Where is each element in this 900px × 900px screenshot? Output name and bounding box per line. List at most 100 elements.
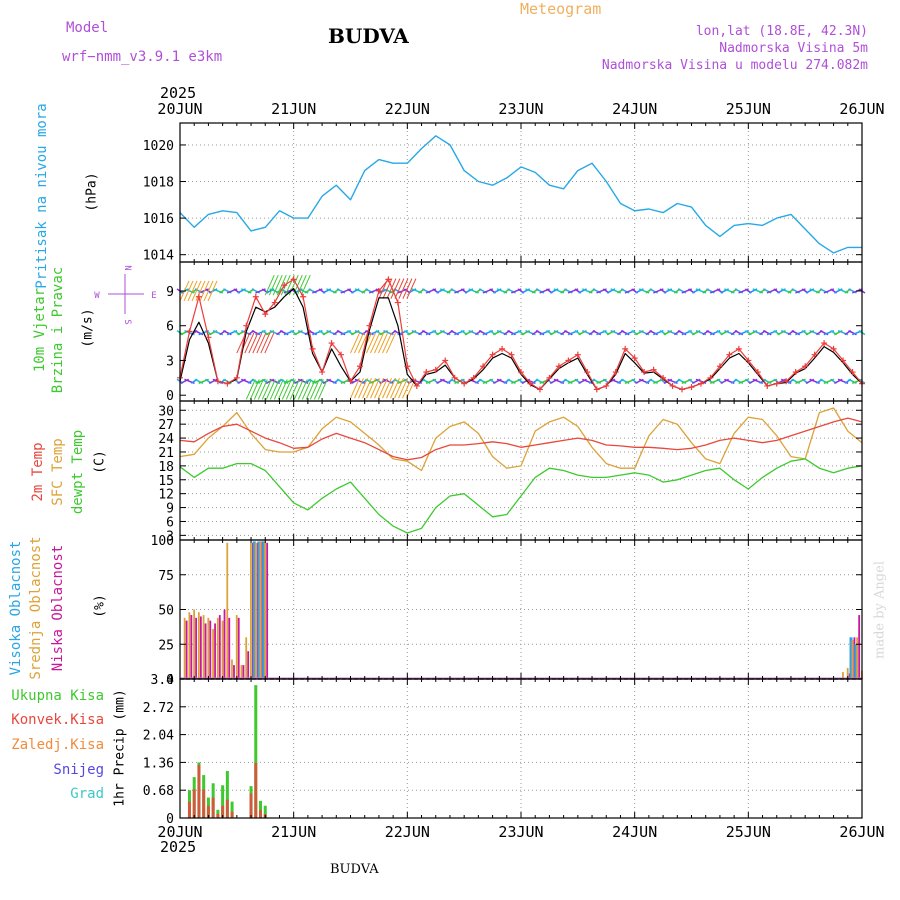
wind-hatch (203, 280, 214, 302)
wind-speed-marker (811, 351, 818, 358)
y-tick-label: 1020 (143, 139, 174, 154)
cloud-bar (842, 672, 844, 679)
wind-hatch (366, 332, 376, 354)
wind-speed-marker (281, 282, 288, 289)
wind-speed-marker (783, 378, 790, 385)
wind-hatch (256, 332, 267, 354)
precip-conv-bar (197, 764, 201, 818)
compass-w: W (94, 291, 100, 301)
y-tick-label: 6 (166, 515, 174, 530)
wind-speed-marker (186, 328, 193, 335)
wind-hatch (253, 379, 264, 400)
day-label-bottom: 22JUN (385, 823, 430, 841)
day-label-top: 22JUN (385, 100, 430, 118)
wind-speed-marker (224, 380, 231, 387)
product-title: Meteogram (520, 0, 602, 18)
precip-conv-bar (211, 797, 215, 818)
wind-hatch (406, 278, 417, 299)
cloud-bar (849, 637, 853, 679)
precip-legend-grad: Grad (70, 786, 104, 802)
wind-speed-marker (792, 369, 799, 376)
wind-speed-marker (660, 374, 667, 381)
wind-hatch (244, 332, 255, 354)
y-tick-label: 0.68 (143, 784, 174, 799)
wind-hatch (195, 280, 206, 302)
wind-hatch (277, 379, 288, 400)
wind-hatch (305, 379, 316, 400)
wind-speed-marker (233, 374, 240, 381)
wind-speed-marker (679, 386, 686, 393)
precip-conv-bar (230, 811, 234, 818)
y-tick-label: 1.36 (143, 756, 174, 771)
wind-hatch (260, 332, 271, 354)
wind-hatch (199, 280, 210, 302)
day-label-bottom: 20JUN (157, 823, 202, 841)
wind-speed-marker (773, 380, 780, 387)
precip-total-bar (254, 685, 258, 818)
cloud-bar (218, 615, 221, 679)
dewpoint-line (179, 458, 863, 534)
y-tick-label: 9 (166, 502, 174, 517)
wind-speed-marker (612, 369, 619, 376)
compass-e: E (151, 291, 156, 301)
cloud-bar (207, 617, 210, 679)
cloud-bar (264, 541, 267, 679)
wind-speed-marker (688, 384, 695, 391)
day-label-bottom: 25JUN (726, 823, 771, 841)
model-label: Model (66, 20, 109, 36)
wind-hatch (284, 274, 295, 296)
precip-total-bar (263, 805, 267, 818)
wind-hatch (293, 379, 304, 400)
wind-speed-marker (394, 299, 401, 306)
wind-hatch (366, 378, 376, 399)
wind-speed-marker (697, 380, 704, 387)
cloud-bar (204, 623, 207, 679)
cloud-bar (193, 609, 196, 679)
wind-hatch (386, 378, 396, 399)
wind-hatch (317, 379, 328, 400)
wind-hatch (350, 332, 360, 354)
cloud-bar (259, 541, 262, 679)
y-tick-label: 9 (166, 285, 174, 300)
cloud-bar (212, 628, 214, 679)
wind-speed-marker (669, 382, 676, 389)
wind-speed-marker (195, 293, 202, 300)
elevation: Nadmorska Visina 5m (719, 41, 868, 56)
wind-speed-marker (356, 363, 363, 370)
wind-speed-marker (745, 357, 752, 364)
wind-speed-marker (650, 366, 657, 373)
wind-speed-marker (754, 369, 761, 376)
model-elevation: Nadmorska Visina u modelu 274.082m (601, 58, 868, 73)
wind-speed-marker (707, 374, 714, 381)
cloud-bar (237, 617, 240, 679)
wind-speed-marker (802, 363, 809, 370)
wind-hatch (261, 379, 272, 400)
cloud-bar (851, 640, 854, 679)
wind-speed-marker (830, 345, 837, 352)
footer-station: BUDVA (330, 862, 379, 877)
day-label-bottom: 24JUN (612, 823, 657, 841)
y-tick-label: 27 (158, 418, 174, 433)
cloud-bar (185, 620, 188, 679)
wind-hatch (309, 379, 320, 400)
wind-hatch (350, 378, 360, 399)
y-tick-label: 3 (166, 354, 174, 369)
precip-total-bar (230, 801, 234, 818)
year-bottom: 2025 (160, 838, 197, 856)
wind-speed-marker (480, 363, 487, 370)
wind-hatch (207, 280, 218, 302)
wind-speed-marker (593, 386, 600, 393)
wind-hatch (289, 379, 300, 400)
wind-hatch (402, 378, 412, 399)
wind-hatch (382, 378, 392, 399)
y-tick-label: 1018 (143, 176, 174, 191)
cloud-bar (235, 615, 238, 679)
y-tick-label: 0 (166, 673, 174, 688)
wind-speed-marker (546, 374, 553, 381)
wind-hatch (300, 274, 311, 296)
wind-hatch (313, 379, 324, 400)
y-tick-label: 6 (166, 320, 174, 335)
wind-hatch (382, 332, 392, 354)
day-label-bottom: 21JUN (271, 823, 316, 841)
wind-hatch (281, 379, 292, 400)
